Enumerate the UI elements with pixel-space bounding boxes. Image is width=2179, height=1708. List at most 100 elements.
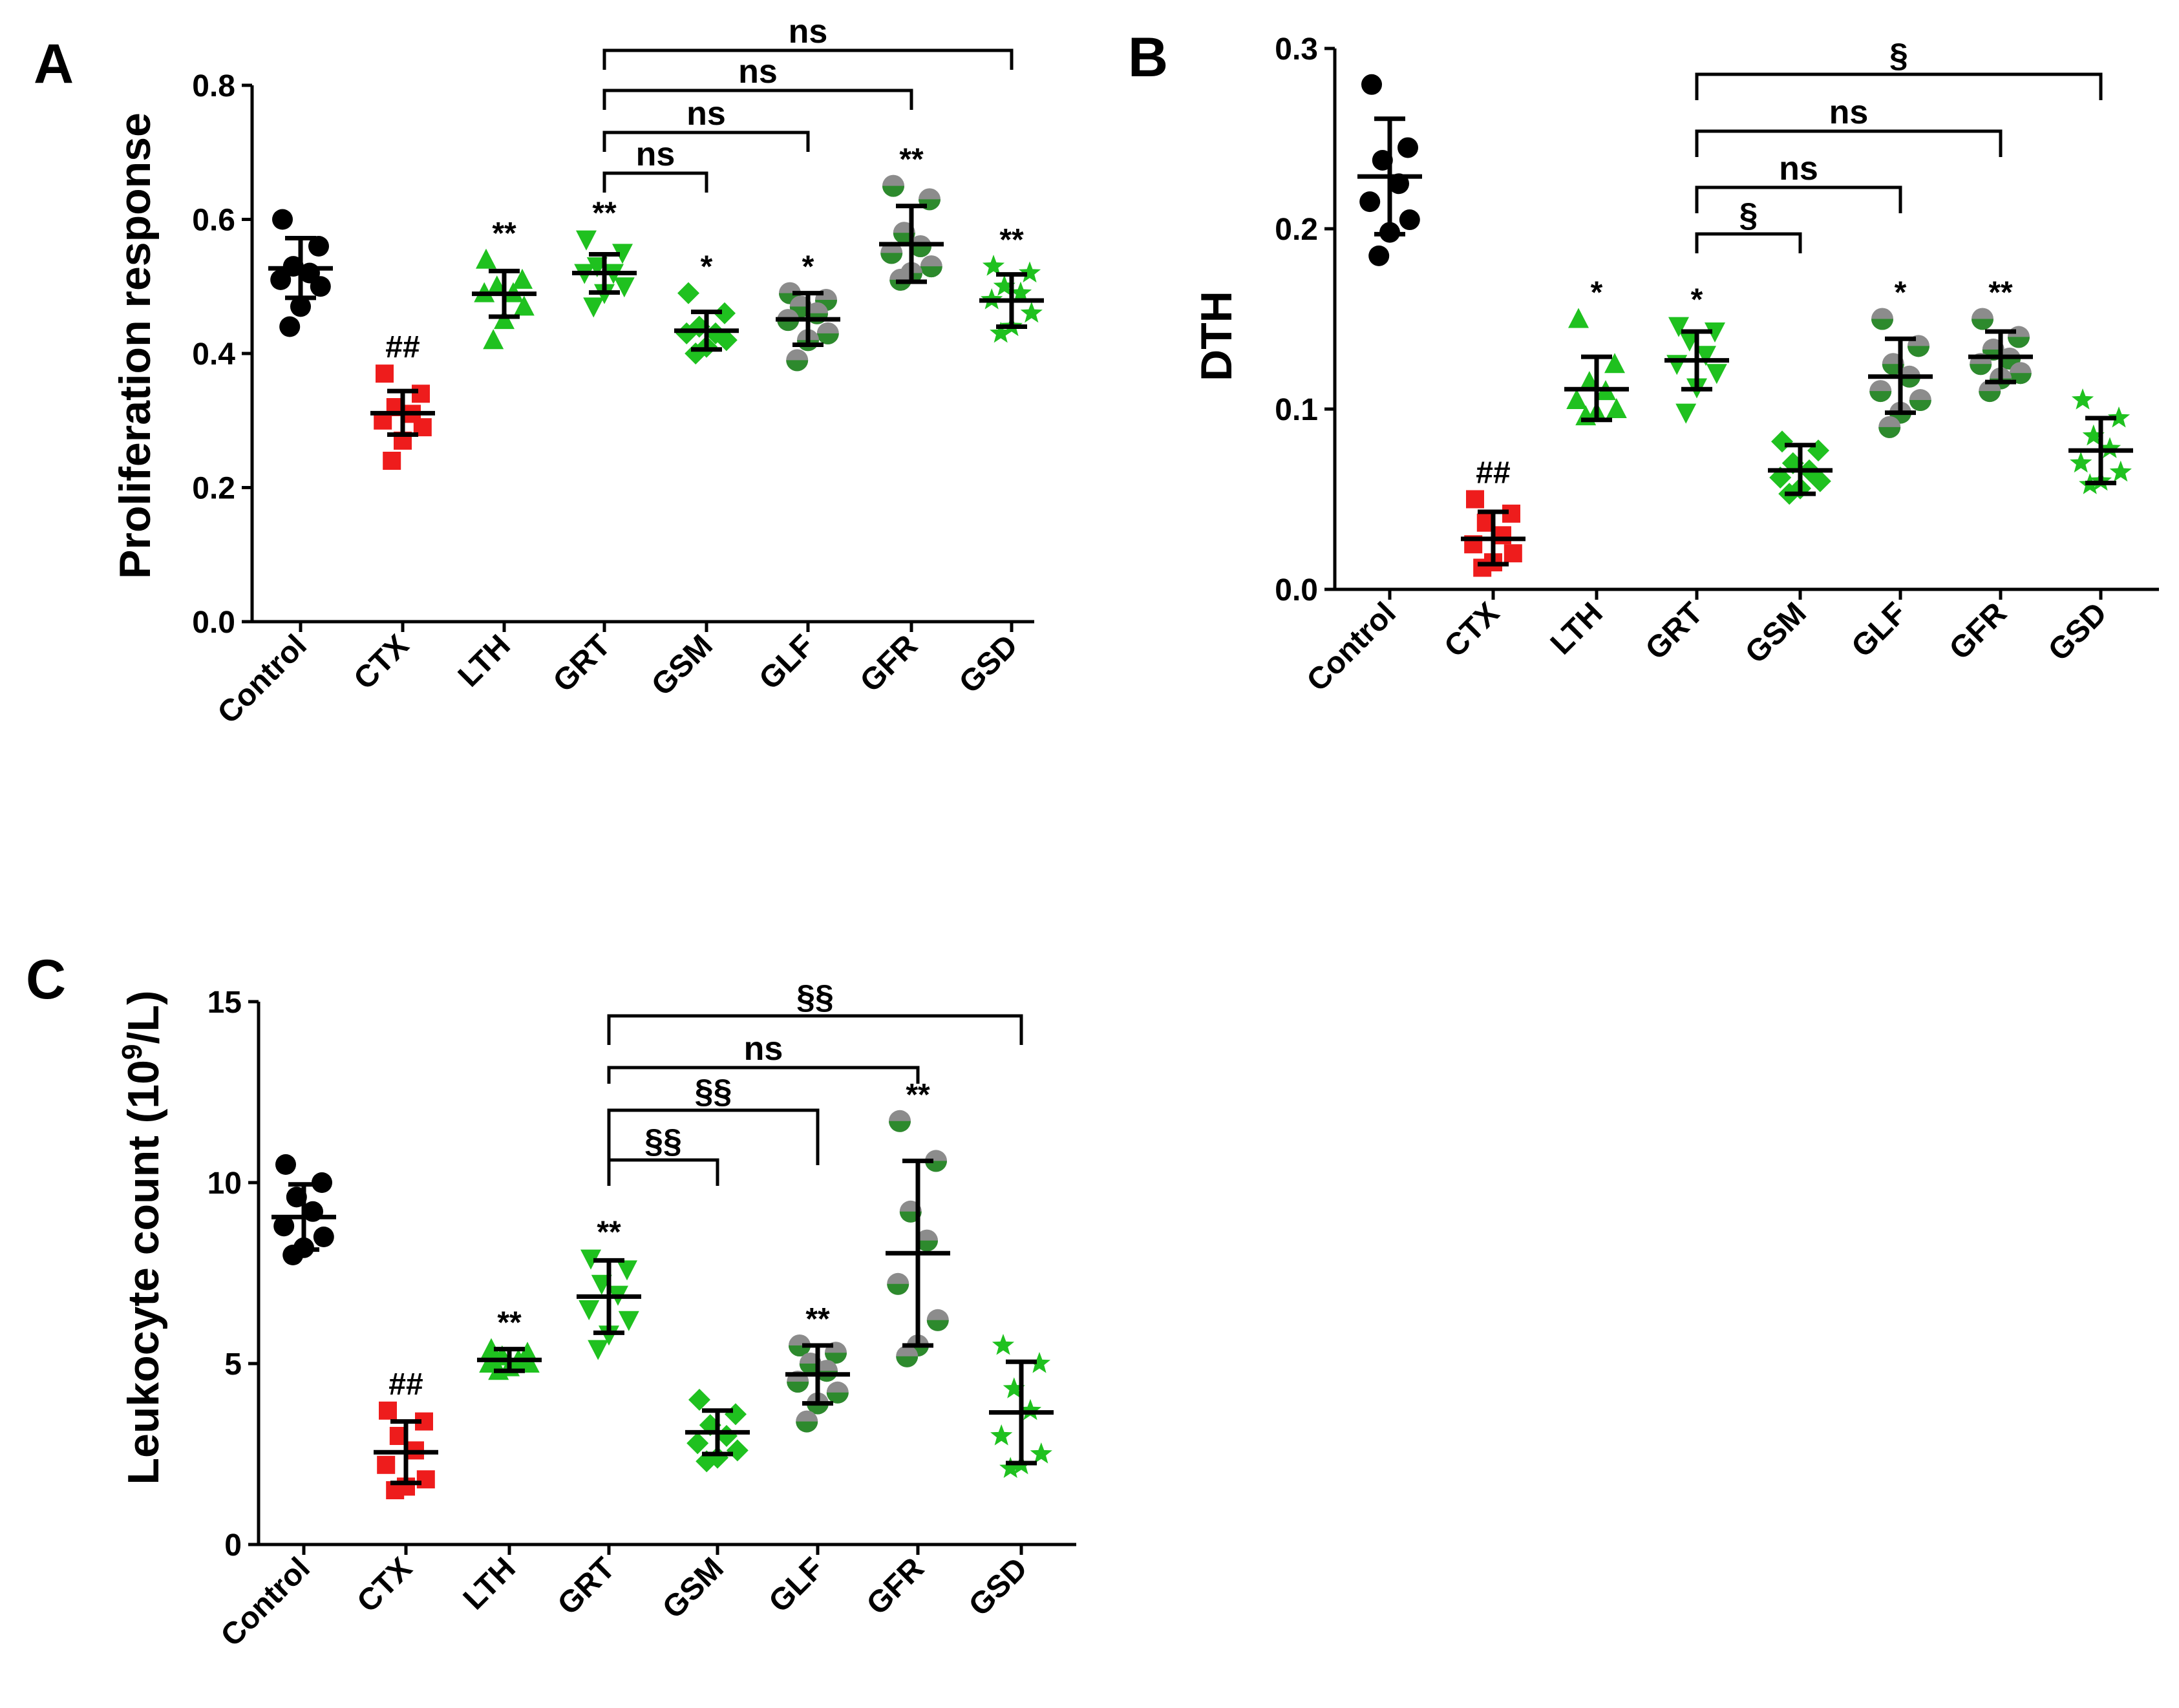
panel-b-point-grt [1705, 322, 1725, 343]
panel-a-point-control [272, 209, 293, 230]
panel-b-sig-mark-lth: * [1591, 276, 1603, 310]
panel-a-point-control [310, 276, 331, 297]
panel-c-point-grt [579, 1300, 600, 1320]
panel-b-x-tick-label-control: Control [1301, 596, 1403, 698]
panel-a-point-gfr [920, 255, 942, 278]
panel-a-point-gsm [675, 322, 698, 344]
panel-a: A Proliferation response 0.0 0.2 0.4 0.6 0.8… [34, 13, 1044, 730]
panel-b-sig-mark-gfr: ** [1988, 276, 2013, 310]
panel-b-x-tick-label-grt: GRT [1639, 596, 1710, 666]
panel-a-error-bars [268, 204, 1044, 438]
panel-a-sig-mark-gsd: ** [999, 223, 1024, 257]
panel-a-sig-mark-grt: ** [592, 196, 617, 231]
panel-c-point-gsd [990, 1424, 1013, 1446]
panel-a-point-grt [583, 297, 604, 318]
panel-b-point-gsm [1809, 470, 1831, 492]
panel-c-point-gsm [688, 1389, 710, 1411]
panel-c-point-glf [796, 1410, 818, 1433]
panel-b-point-gfr [1972, 308, 1993, 330]
panel-c-y-tick-label: 0 [224, 1528, 242, 1563]
panel-a-x-tick-label-control: Control [211, 628, 314, 730]
panel-a-point-lth [476, 248, 496, 269]
panel-a-point-gsm [715, 329, 738, 352]
panel-b-point-control [1398, 137, 1418, 158]
panel-b-point-lth [1604, 353, 1625, 374]
panel-c-point-glf [789, 1334, 811, 1356]
panel-c-y-tick-label: 15 [207, 986, 242, 1020]
panel-a-point-lth [483, 329, 504, 350]
panel-c-point-control [273, 1216, 295, 1237]
panel-a-y-tick-label: 0.2 [192, 472, 235, 506]
panel-a-x-tick-label-lth: LTH [452, 628, 517, 693]
panel-a-sig-mark-glf: * [802, 250, 814, 284]
panel-c-y-axis-title-main: Leukocyte count (10 [119, 1060, 168, 1485]
panel-b-bracket-grt-gfr [1695, 129, 2003, 157]
panel-c-point-gfr [925, 1150, 947, 1172]
panel-a-point-gfr [882, 174, 904, 197]
panel-a-y-axis-title: Proliferation response [111, 112, 160, 579]
panel-a-y-tick-label: 0.6 [192, 204, 235, 238]
panel-c-x-tick-label-glf: GLF [762, 1551, 830, 1619]
panel-b-point-glf [1909, 389, 1931, 412]
panel-b-point-control [1361, 74, 1382, 95]
panel-a-y-tick-label: 0.8 [192, 69, 235, 103]
panel-b-x-tick-label-ctx: CTX [1438, 596, 1505, 664]
panel-c-point-gsd [999, 1457, 1022, 1478]
panel-a-bracket-label-gsd: ns [789, 13, 828, 50]
panel-b-y-tick-label: 0.1 [1275, 393, 1318, 427]
panel-b-point-gfr [2008, 326, 2030, 348]
panel-b-label: B [1128, 26, 1168, 89]
panel-c-point-grt [617, 1260, 637, 1281]
panel-c-x-tick-label-gsd: GSD [962, 1551, 1034, 1623]
panel-b-point-ctx [1493, 526, 1511, 545]
panel-a-point-grt [613, 277, 635, 298]
panel-a-point-control [270, 269, 292, 290]
panel-b-bracket-grt-glf [1695, 185, 1902, 213]
panel-b-point-gsd [2070, 451, 2092, 473]
panel-c-point-gfr [887, 1272, 909, 1295]
panel-a-point-gsd [990, 321, 1012, 343]
panel-a-sig-mark-gfr: ** [899, 143, 924, 177]
panel-a-data-points [270, 174, 1043, 470]
panel-a-point-gfr [880, 242, 903, 264]
panel-b-point-gsd [2098, 437, 2121, 458]
panel-a-bracket-label-gsm: ns [636, 136, 675, 173]
panel-b-point-gfr [1979, 380, 2001, 403]
panel-a-point-gsd [993, 275, 1015, 296]
panel-b-y-axis-title: DTH [1192, 291, 1241, 381]
panel-c-significance-marks: ## ** ** ** ** [388, 1078, 930, 1402]
panel-c-y-tick-label: 10 [207, 1166, 242, 1201]
panel-c-bracket-grt-gsm [607, 1158, 719, 1186]
panel-c-bracket-grt-gfr [607, 1066, 920, 1084]
panel-c-point-ctx [377, 1455, 396, 1474]
panel-a-point-control [279, 316, 301, 337]
panel-a-point-ctx [376, 364, 394, 383]
panel-b-sig-mark-ctx: ## [1476, 456, 1510, 490]
panel-c-point-gfr [896, 1345, 919, 1367]
panel-b-bracket-label-gsd: § [1889, 37, 1908, 74]
panel-c-x-tick-label-ctx: CTX [350, 1551, 418, 1619]
panel-a-y-tick-label: 0.4 [192, 337, 235, 372]
panel-c-point-gfr [889, 1110, 911, 1132]
panel-a-bracket-label-glf: ns [686, 95, 726, 132]
panel-a-point-lth [513, 295, 535, 316]
panel-c-x-tick-label-grt: GRT [551, 1551, 622, 1621]
panel-c-bracket-grt-glf [607, 1108, 820, 1165]
panel-c-y-axis-title-unit: /L) [119, 990, 168, 1044]
panel-a-x-tick-label-gsd: GSD [953, 628, 1025, 700]
panel-c-y-axis-title-exponent: 9 [116, 1044, 148, 1060]
panel-a-sig-mark-ctx: ## [385, 330, 420, 364]
panel-a-x-tick-label-grt: GRT [547, 628, 617, 699]
panel-a-bracket-grt-glf [602, 131, 810, 152]
panel-b-bracket-label-gsm: § [1739, 196, 1758, 234]
panel-c-point-lth [481, 1338, 502, 1358]
panel-a-significance-marks: ##***** ***** [385, 143, 1024, 365]
panel-b-sig-mark-grt: * [1691, 283, 1703, 317]
panel-c-sig-mark-grt: ** [597, 1216, 621, 1250]
panel-c-point-gsm [686, 1432, 709, 1455]
panel-b-point-ctx [1466, 490, 1484, 509]
panel-b-point-glf [1878, 416, 1901, 438]
panel-b-point-ctx [1473, 558, 1492, 577]
panel-b-y-tick-label: 0.0 [1275, 573, 1318, 607]
